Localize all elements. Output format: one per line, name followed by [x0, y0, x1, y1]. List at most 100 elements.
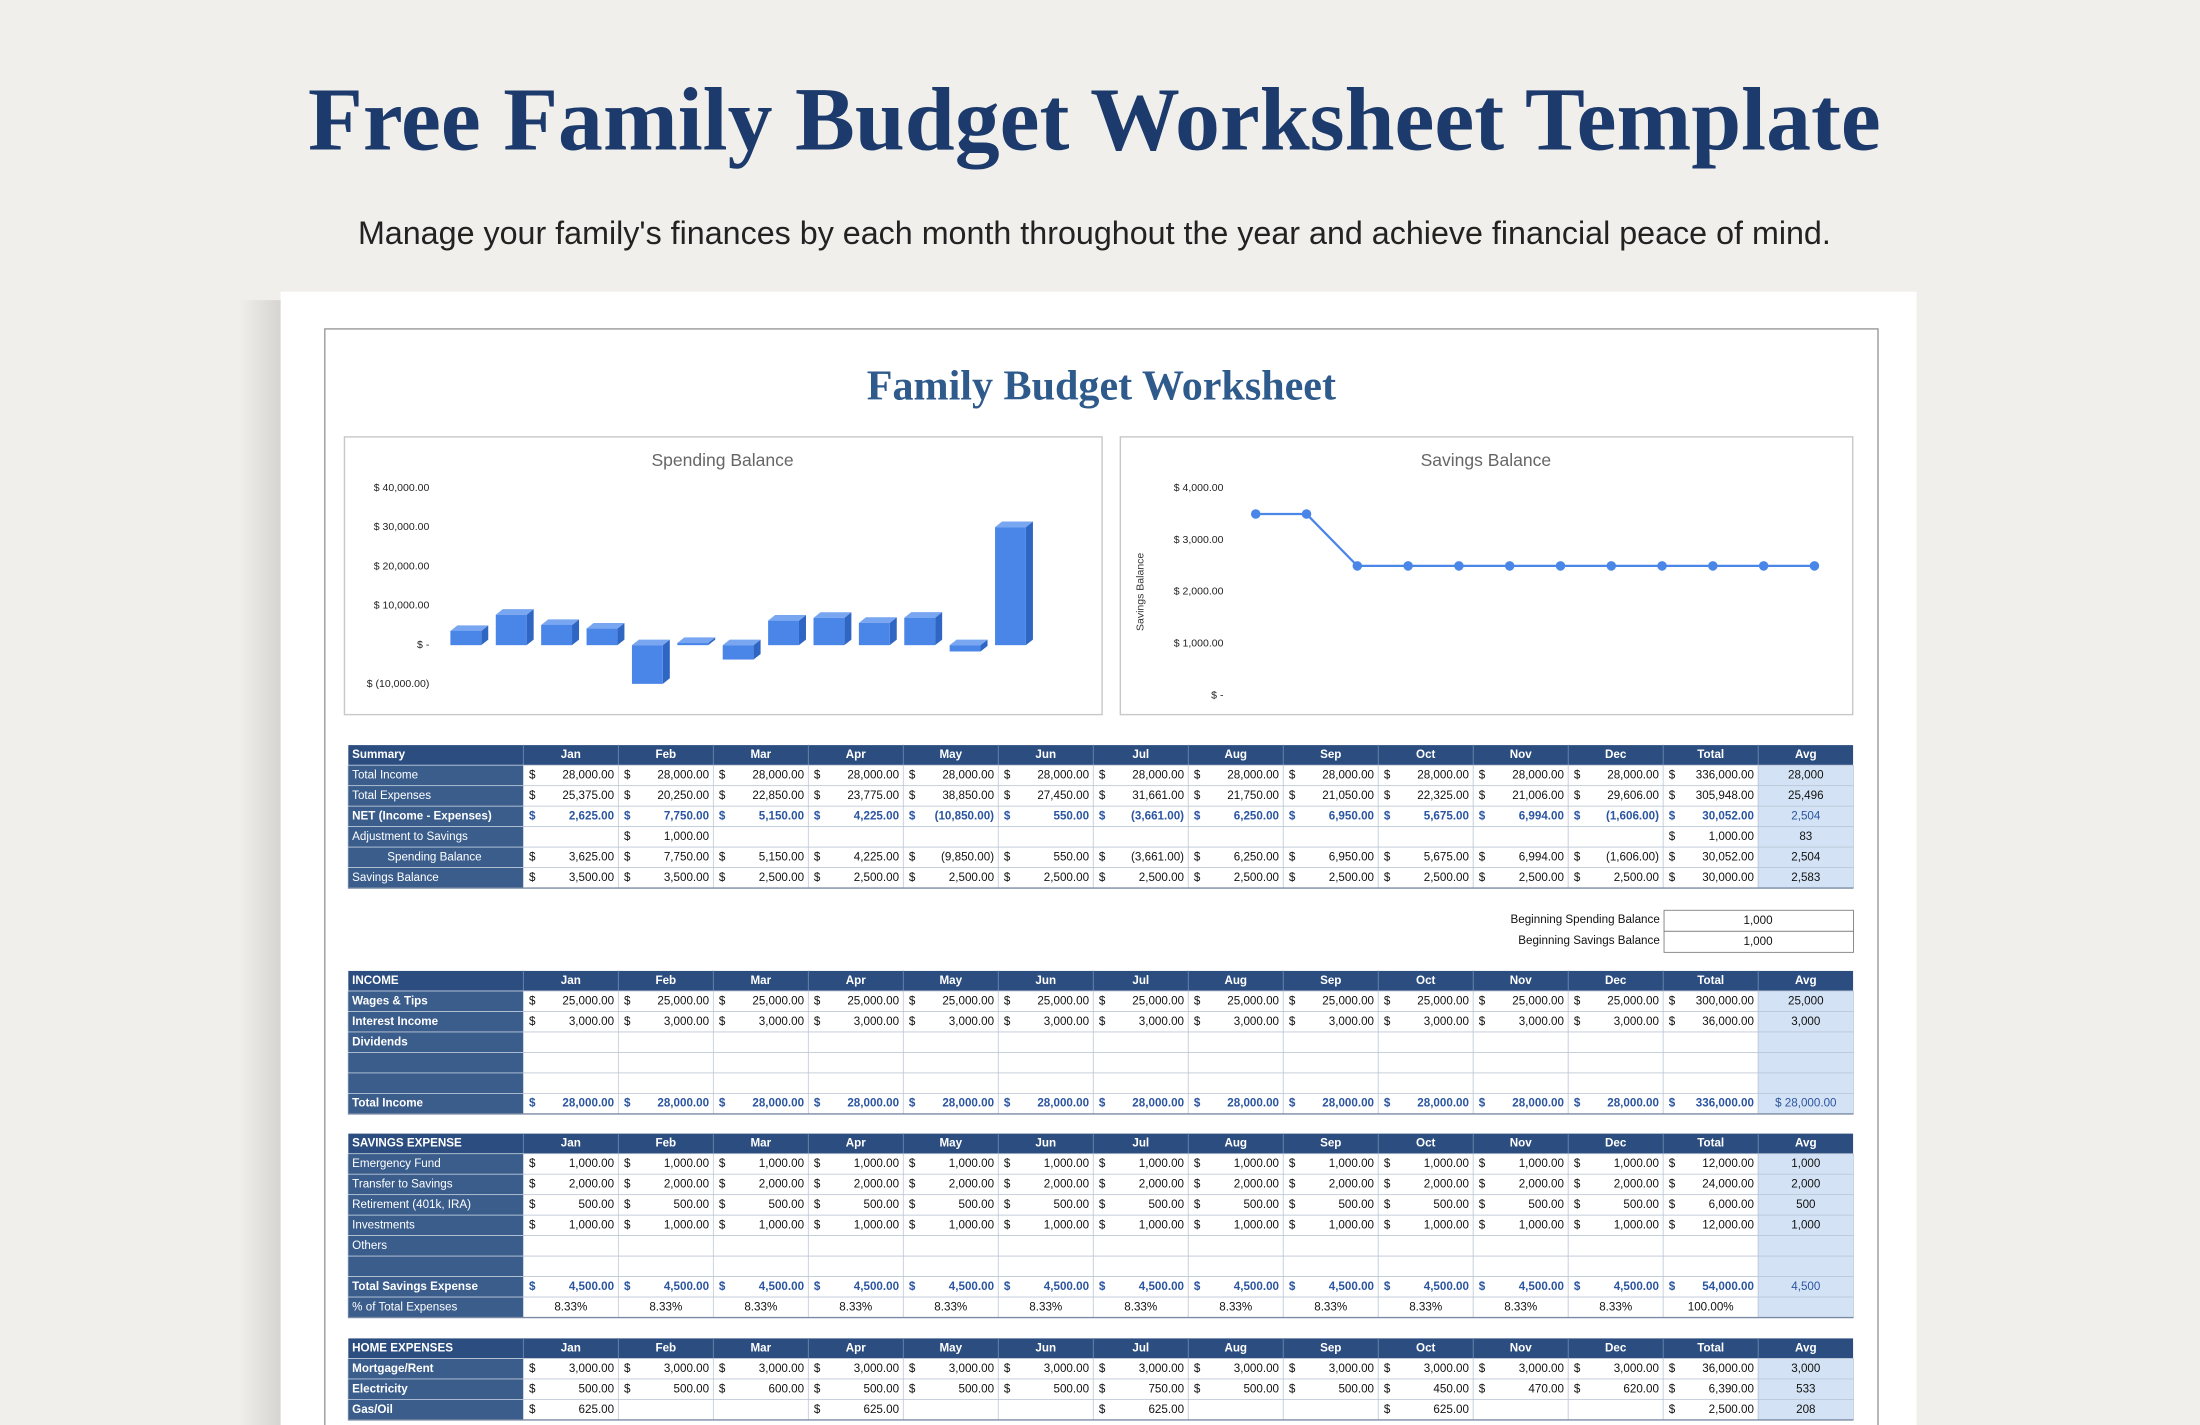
cell — [1567, 1052, 1664, 1074]
cell — [522, 1255, 619, 1277]
column-header: Total — [1697, 1137, 1724, 1150]
cell — [617, 1235, 714, 1257]
currency-symbol: $ — [1479, 1097, 1486, 1110]
cell-value: 2,500.00 — [1329, 871, 1375, 884]
bar-top — [541, 619, 580, 625]
currency-symbol: $ — [1099, 1157, 1106, 1170]
currency-symbol: $ — [1099, 1097, 1106, 1110]
currency-symbol: $ — [1384, 1362, 1391, 1375]
cell-value: 550.00 — [1053, 850, 1089, 863]
cell — [902, 1052, 999, 1074]
cell — [807, 826, 904, 848]
currency-symbol: $ — [814, 850, 821, 863]
column-header: Feb — [655, 974, 676, 987]
cell-value: 28,000.00 — [1512, 1097, 1564, 1110]
cell-value: 6,390.00 — [1709, 1382, 1755, 1395]
column-header: May — [939, 748, 962, 761]
currency-symbol: $ — [624, 810, 631, 823]
cell-value: 4,225.00 — [854, 850, 900, 863]
currency-symbol: $ — [1384, 1382, 1391, 1395]
currency-symbol: $ — [1479, 871, 1486, 884]
cell — [1472, 1052, 1569, 1074]
currency-symbol: $ — [1384, 994, 1391, 1007]
currency-symbol: $ — [624, 1218, 631, 1231]
column-header: Apr — [846, 1137, 866, 1150]
cell-value: 28,000.00 — [1227, 769, 1279, 782]
currency-symbol: $ — [719, 1280, 726, 1293]
cell-value: 8.33% — [554, 1300, 587, 1313]
cell — [1092, 1031, 1189, 1053]
currency-symbol: $ — [1574, 1362, 1581, 1375]
avg-value: 2,504 — [1791, 810, 1821, 823]
cell-value: 8.33% — [934, 1300, 967, 1313]
currency-symbol: $ — [1099, 1280, 1106, 1293]
column-header: Oct — [1416, 1137, 1436, 1150]
cell-value: 1,000.00 — [1044, 1218, 1090, 1231]
currency-symbol: $ — [1004, 1015, 1011, 1028]
currency-symbol: $ — [1194, 769, 1201, 782]
cell — [522, 1235, 619, 1257]
cell-value: 1,000.00 — [1424, 1218, 1470, 1231]
cell — [617, 1031, 714, 1053]
cell — [1662, 1052, 1759, 1074]
cell-value: 500.00 — [579, 1382, 615, 1395]
bar — [677, 643, 709, 646]
row-label: Others — [352, 1239, 387, 1252]
currency-symbol: $ — [909, 1157, 916, 1170]
cell — [617, 1072, 714, 1094]
avg-cell — [1757, 1072, 1854, 1094]
currency-symbol: $ — [814, 789, 821, 802]
currency-symbol: $ — [719, 769, 726, 782]
cell-value: 500.00 — [769, 1198, 805, 1211]
currency-symbol: $ — [1479, 769, 1486, 782]
cell — [902, 1255, 999, 1277]
cell-value: 22,325.00 — [1417, 789, 1469, 802]
currency-symbol: $ — [1289, 871, 1296, 884]
column-header: Dec — [1605, 748, 1627, 761]
cell-value: 6,950.00 — [1329, 810, 1374, 823]
currency-symbol: $ — [624, 1280, 631, 1293]
cell-value: 8.33% — [1599, 1300, 1632, 1313]
currency-symbol: $ — [1289, 850, 1296, 863]
column-header: Jun — [1035, 748, 1056, 761]
bar — [768, 620, 799, 646]
row-label: % of Total Expenses — [352, 1300, 457, 1313]
currency-symbol: $ — [909, 1097, 916, 1110]
currency-symbol: $ — [909, 1218, 916, 1231]
cell-value: 28,000.00 — [847, 1097, 899, 1110]
cell-value: 2,500.00 — [949, 871, 995, 884]
cell-value: 3,000.00 — [759, 1015, 805, 1028]
cell-value: 25,000.00 — [1417, 994, 1469, 1007]
table-header: INCOME — [352, 974, 399, 987]
cell-value: 28,000.00 — [562, 1097, 614, 1110]
cell-value: 3,000.00 — [1139, 1015, 1185, 1028]
cell — [902, 826, 999, 848]
cell — [1092, 826, 1189, 848]
column-header: Jun — [1035, 1341, 1056, 1354]
cell-value: 28,000.00 — [847, 769, 899, 782]
avg-value: 533 — [1796, 1382, 1815, 1395]
point — [1301, 509, 1312, 519]
currency-symbol: $ — [1384, 810, 1391, 823]
cell-value: 2,000.00 — [1044, 1178, 1090, 1191]
currency-symbol: $ — [814, 769, 821, 782]
row-label: Investments — [352, 1218, 415, 1231]
cell-value: 500.00 — [1148, 1198, 1184, 1211]
cell-value: 25,000.00 — [752, 994, 804, 1007]
currency-symbol: $ — [1384, 1198, 1391, 1211]
cell-value: 3,000.00 — [1234, 1362, 1280, 1375]
chart-box — [1119, 436, 1854, 716]
currency-symbol: $ — [814, 1403, 821, 1416]
row-label: Spending Balance — [387, 850, 481, 863]
balance-value: 1,000 — [1743, 935, 1773, 948]
cell-value: 28,000.00 — [942, 1097, 994, 1110]
cell — [997, 1255, 1094, 1277]
bar — [904, 617, 936, 646]
currency-symbol: $ — [1479, 1198, 1486, 1211]
currency-symbol: $ — [1574, 1157, 1581, 1170]
currency-symbol: $ — [1479, 1178, 1486, 1191]
currency-symbol: $ — [1384, 1097, 1391, 1110]
cell — [1472, 1399, 1569, 1421]
column-header: Jun — [1035, 1137, 1056, 1150]
cell-value: 28,000.00 — [1037, 1097, 1089, 1110]
